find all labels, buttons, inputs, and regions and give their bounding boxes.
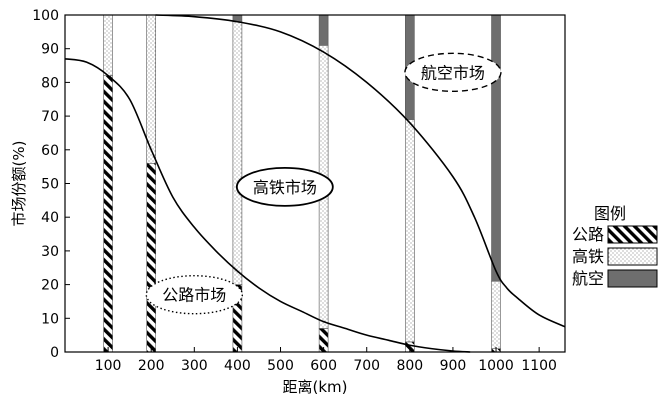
bar-高铁-100	[103, 14, 113, 76]
annotation-label-2: 公路市场	[162, 286, 226, 305]
axes: 100 200 300 400 500 600 700 800 900 1000 1100 0 10 20…	[32, 8, 557, 374]
legend-swatch-solid	[607, 269, 658, 288]
y-tick-label: 50	[41, 177, 59, 193]
annotation-ellipse-2	[145, 275, 244, 315]
x-axis-label: 距离(km)	[282, 378, 347, 396]
x-tick-label: 400	[224, 358, 251, 374]
bar-公路-200	[146, 162, 157, 353]
annotation-ellipse-1	[235, 166, 334, 207]
legend-label-hatch: 公路	[572, 225, 604, 244]
y-tick-label: 30	[41, 244, 59, 260]
legend-swatch-hatch	[607, 225, 658, 244]
y-tick-label: 70	[41, 109, 59, 125]
legend-title: 图例	[594, 204, 626, 223]
x-tick-label: 700	[353, 358, 380, 374]
annotation-label-0: 航空市场	[421, 63, 485, 82]
y-tick-label: 90	[41, 42, 59, 58]
bar-公路-100	[103, 75, 113, 353]
y-tick-label: 80	[41, 75, 59, 91]
curve-1	[155, 14, 566, 328]
curves	[64, 14, 566, 353]
annotation-ellipse-0	[404, 52, 502, 92]
x-tick-label: 100	[95, 358, 122, 374]
bar-高铁-400	[232, 21, 243, 285]
bar-航空-600	[318, 14, 329, 46]
legend-label-dots: 高铁	[572, 247, 604, 266]
y-tick-label: 10	[41, 311, 59, 327]
y-tick-label: 0	[50, 345, 59, 361]
x-tick-label: 800	[396, 358, 423, 374]
y-tick-label: 100	[32, 8, 59, 24]
x-tick-label: 1100	[521, 358, 557, 374]
annotation-label-1: 高铁市场	[253, 178, 317, 197]
x-tick-label: 900	[440, 358, 467, 374]
y-axis-label: 市场份额(%)	[10, 141, 28, 227]
bar-高铁-800	[405, 119, 415, 343]
x-tick-label: 1000	[478, 358, 514, 374]
x-tick-label: 300	[181, 358, 208, 374]
y-tick-label: 60	[41, 143, 59, 159]
legend-swatch-dots	[607, 247, 658, 266]
y-tick-label: 20	[41, 278, 59, 294]
bar-航空-1000	[491, 14, 501, 282]
y-tick-label: 40	[41, 210, 59, 226]
x-tick-label: 200	[138, 358, 165, 374]
curve-0	[64, 58, 471, 353]
x-tick-label: 600	[310, 358, 337, 374]
x-tick-label: 500	[267, 358, 294, 374]
legend-label-solid: 航空	[572, 269, 604, 288]
bar-高铁-1000	[491, 280, 501, 349]
